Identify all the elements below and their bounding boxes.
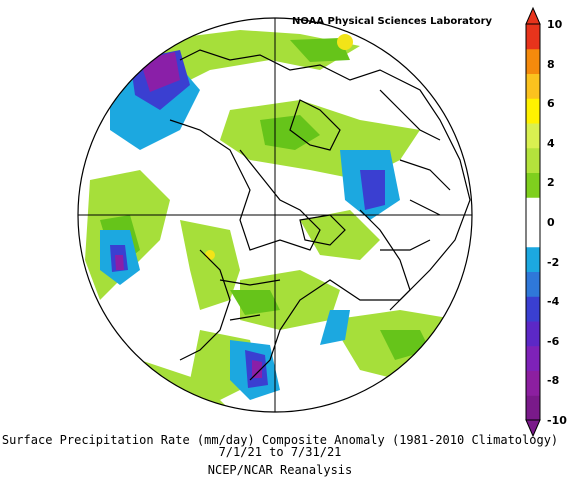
colorbar-segment: [526, 345, 540, 371]
colorbar-segment: [526, 246, 540, 272]
colorbar-segment: [526, 222, 540, 248]
border: [379, 89, 451, 251]
dry-region: [180, 220, 240, 310]
colorbar-arrow-top: [525, 6, 541, 25]
coastline: [179, 249, 231, 361]
coastline: [289, 99, 341, 151]
dry-region-strong: [230, 290, 280, 315]
colorbar-segment: [526, 172, 540, 198]
map-boundary: [77, 17, 473, 413]
colorbar-segment: [526, 147, 540, 173]
colorbar-segment: [526, 296, 540, 322]
colorbar-segment: [526, 321, 540, 347]
wet-region-max: [115, 255, 124, 270]
colorbar-tick-label: 4: [547, 136, 555, 150]
colorbar: [525, 6, 541, 438]
colorbar-tick-label: -10: [547, 414, 567, 427]
dry-region: [240, 270, 340, 330]
wet-region-strong: [360, 170, 385, 210]
wet-region-max: [252, 360, 262, 378]
colorbar-segment: [526, 123, 540, 149]
colorbar-tick-label: 2: [547, 176, 555, 190]
colorbar-segment: [526, 395, 540, 421]
credit-label: NOAA Physical Sciences Laboratory: [292, 16, 493, 27]
anomaly-field: [78, 18, 472, 412]
wet-region: [320, 310, 350, 345]
colorbar-tick-label: -2: [547, 255, 560, 269]
colorbar-segment: [526, 48, 540, 74]
border: [219, 279, 281, 321]
coastline: [169, 119, 321, 251]
colorbar-segment: [526, 197, 540, 223]
colorbar-segment: [526, 271, 540, 297]
colorbar-tick-label: -8: [547, 374, 560, 388]
colorbar-tick-label: 0: [547, 216, 555, 229]
coastline: [299, 214, 346, 246]
colorbar-segment: [526, 73, 540, 99]
colorbar-tick-label: -6: [547, 334, 560, 348]
coastline: [359, 209, 411, 311]
colorbar-frame: [525, 23, 541, 421]
coastline: [179, 49, 471, 381]
colorbar-tick-label: 10: [547, 18, 563, 31]
dry-spot: [205, 250, 215, 260]
dry-region-strong: [290, 38, 350, 62]
caption-dates: 7/1/21 to 7/31/21: [218, 445, 342, 459]
colorbar-tick-label: 6: [547, 97, 555, 111]
dry-spot: [337, 34, 353, 50]
caption-source: NCEP/NCAR Reanalysis: [207, 463, 353, 477]
colorbar-tick-label: 8: [547, 57, 555, 71]
colorbar-segment: [526, 98, 540, 124]
caption-title: Surface Precipitation Rate (mm/day) Comp…: [1, 433, 559, 447]
colorbar-segment: [526, 24, 540, 50]
colorbar-tick-label: -4: [547, 295, 560, 309]
colorbar-segment: [526, 370, 540, 396]
